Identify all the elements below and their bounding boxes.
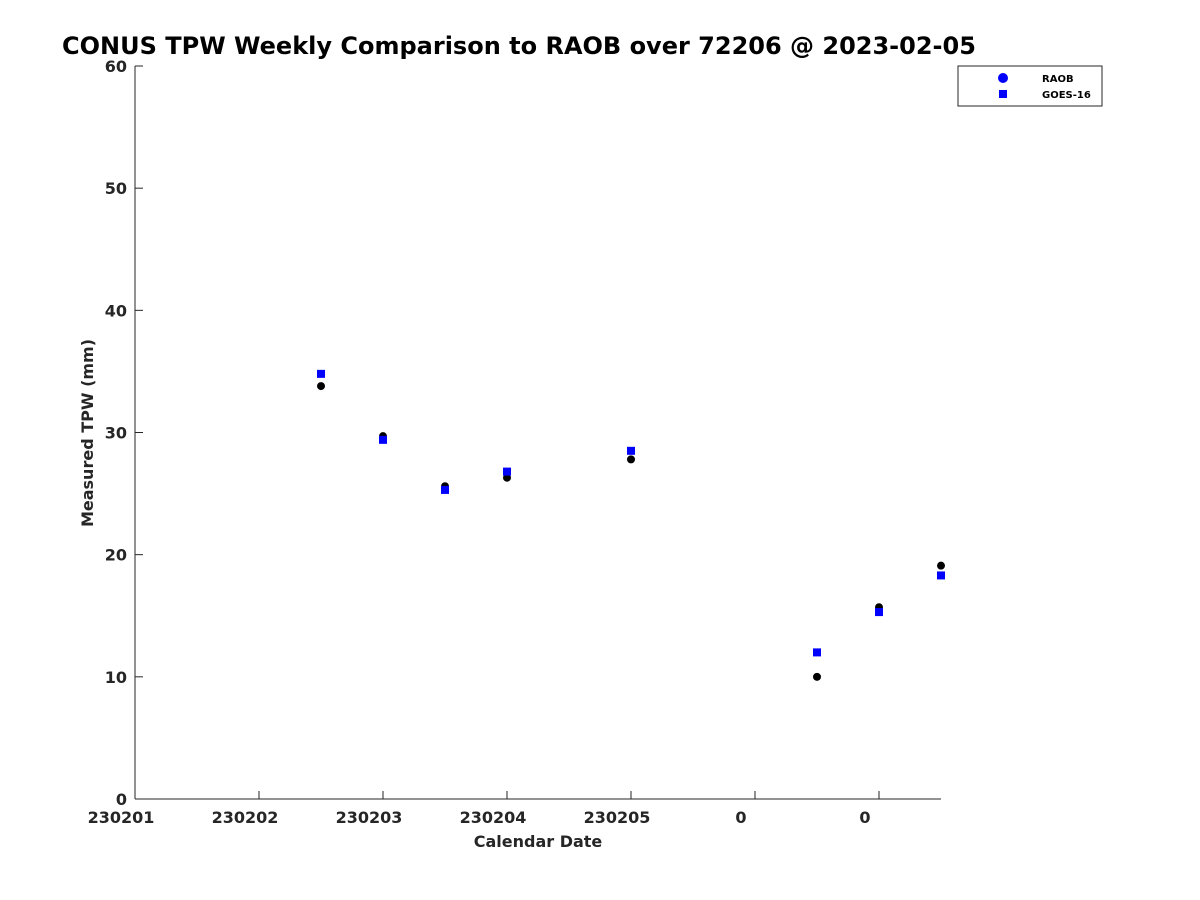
- y-tick-label: 30: [105, 424, 127, 443]
- x-axis-label: Calendar Date: [474, 832, 603, 851]
- x-tick-label: 230202: [212, 808, 279, 827]
- y-tick-label: 50: [105, 179, 127, 198]
- legend-label-raob: RAOB: [1042, 74, 1074, 85]
- goes-16-point: [875, 608, 883, 617]
- x-tick-label: 0: [735, 808, 746, 827]
- y-tick-label: 10: [105, 668, 127, 687]
- raob-point: [503, 473, 511, 482]
- goes-16-point: [317, 369, 325, 378]
- chart-title: CONUS TPW Weekly Comparison to RAOB over…: [62, 32, 976, 60]
- goes-16-point: [379, 435, 387, 444]
- y-tick-label: 40: [105, 301, 127, 320]
- x-tick-label: 230201: [88, 808, 155, 827]
- legend-label-goes-16: GOES-16: [1042, 90, 1091, 101]
- x-tick-label: 230203: [336, 808, 403, 827]
- legend-box: [957, 65, 1103, 107]
- y-tick-label: 60: [105, 57, 127, 76]
- goes-16-point: [813, 648, 821, 657]
- legend-marker-raob: [998, 73, 1008, 83]
- legend: RAOB GOES-16: [957, 65, 1103, 107]
- data-marks: [317, 369, 945, 681]
- y-axis-label: Measured TPW (mm): [78, 339, 97, 527]
- goes-16-point: [627, 446, 635, 455]
- axes: 0 10 20 30 40 50 60 230201 230202 230203 230204 230…: [88, 57, 941, 827]
- raob-point: [813, 672, 821, 681]
- raob-point: [937, 561, 945, 570]
- raob-point: [317, 382, 325, 391]
- y-tick-label: 0: [116, 790, 127, 809]
- goes-16-point: [503, 467, 511, 476]
- legend-marker-goes-16: [999, 90, 1007, 98]
- x-tick-label: 230205: [584, 808, 651, 827]
- goes-16-point: [441, 485, 449, 494]
- x-tick-label: 0: [859, 808, 870, 827]
- goes-16-point: [937, 571, 945, 580]
- x-tick-label: 230204: [460, 808, 527, 827]
- y-tick-label: 20: [105, 546, 127, 565]
- raob-point: [627, 455, 635, 464]
